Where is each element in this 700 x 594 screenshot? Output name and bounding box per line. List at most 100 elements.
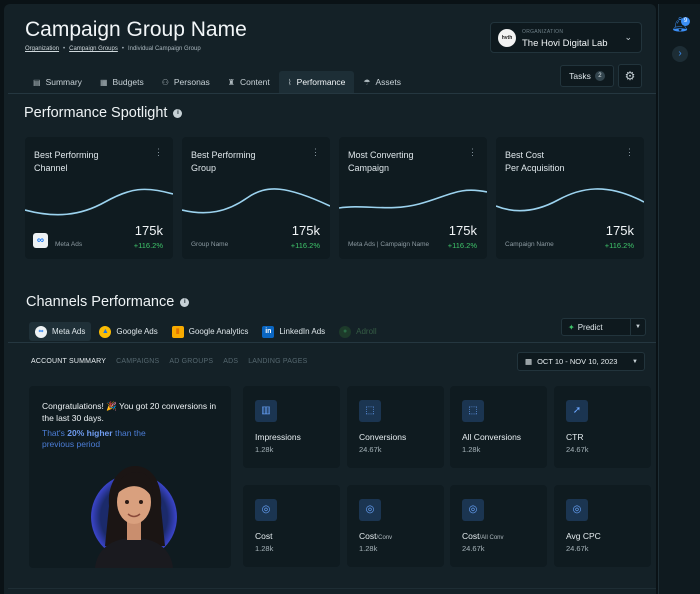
card-subtitle: Meta Ads | Campaign Name [348, 241, 430, 248]
sparkle-icon: ✦ [568, 322, 575, 332]
stat-card-avg-cpc[interactable]: ◎ Avg CPC 24.67k [554, 485, 651, 567]
spotlight-card-campaign[interactable]: Most Converting Campaign ⋮ Meta Ads | Cam… [339, 137, 487, 259]
conversion-icon: ⬚ [462, 400, 484, 422]
channels-title: Channels Performance i [26, 294, 190, 310]
breadcrumb-campaign-groups[interactable]: Campaign Groups [69, 46, 118, 52]
more-icon[interactable]: ⋮ [154, 147, 163, 157]
google-analytics-icon: ▮ [171, 325, 184, 338]
stat-card-impressions[interactable]: ▥ Impressions 1.28k [243, 386, 340, 468]
trend-sparkline [25, 188, 173, 216]
spotlight-title: Performance Spotlight i [24, 105, 183, 121]
card-value: 175k [448, 223, 477, 238]
stat-card-all-conversions[interactable]: ⬚ All Conversions 1.28k [450, 386, 547, 468]
channel-tab-google-analytics[interactable]: ▮ Google Analytics [166, 322, 255, 341]
subtab-account-summary[interactable]: ACCOUNT SUMMARY [31, 358, 107, 365]
spotlight-card-channel[interactable]: Best Performing Channel ⋮ ∞ Meta Ads 175k… [25, 137, 173, 259]
google-ads-icon: ▲ [99, 325, 112, 338]
org-name: The Hovi Digital Lab [522, 38, 608, 49]
cursor-icon: ➚ [566, 400, 588, 422]
tasks-button[interactable]: Tasks 2 [560, 65, 614, 87]
breadcrumb-organization[interactable]: Organization [25, 46, 60, 52]
personas-icon: ⚇ [161, 77, 169, 87]
tasks-count-badge: 2 [594, 71, 605, 81]
congrats-highlight: That's 20% higher than the previous peri… [42, 428, 146, 449]
stat-card-cost-per-conv[interactable]: ◎ Cost/Conv 1.28k [347, 485, 444, 567]
org-logo: hvth [498, 29, 516, 47]
calendar-icon: ▦ [525, 357, 533, 366]
subtab-landing-pages[interactable]: LANDING PAGES [248, 358, 308, 365]
avatar [95, 466, 173, 568]
trend-sparkline [182, 188, 330, 214]
divider [8, 588, 656, 589]
performance-icon: ⌇ [287, 77, 292, 87]
channel-tab-google-ads[interactable]: ▲ Google Ads [93, 322, 163, 341]
notification-badge: 9 [681, 17, 690, 26]
date-range-picker[interactable]: ▦ OCT 10 - NOV 10, 2023 ▼ [517, 352, 645, 371]
tab-budgets[interactable]: ▦ Budgets [99, 77, 144, 87]
main-panel: Campaign Group Name Organization • Campa… [4, 4, 656, 594]
info-icon[interactable]: i [173, 108, 183, 118]
card-change: +116.2% [133, 241, 163, 250]
card-value: 175k [605, 223, 634, 238]
tab-personas[interactable]: ⚇ Personas [161, 77, 210, 87]
chevron-right-icon[interactable]: › [672, 46, 688, 62]
divider [8, 93, 656, 94]
tab-content[interactable]: ♜ Content [227, 77, 270, 87]
org-caption: ORGANIZATION [522, 29, 564, 35]
channel-tab-linkedin-ads[interactable]: in LinkedIn Ads [256, 322, 331, 341]
organization-switcher[interactable]: hvth ORGANIZATION The Hovi Digital Lab ⌄ [490, 22, 642, 53]
subtab-ads[interactable]: ADS [223, 358, 239, 365]
trend-sparkline [339, 189, 487, 209]
tab-assets[interactable]: ☂ Assets [363, 77, 402, 87]
breadcrumb: Organization • Campaign Groups • Individ… [25, 46, 201, 52]
stat-card-ctr[interactable]: ➚ CTR 24.67k [554, 386, 651, 468]
adroll-icon: ● [339, 325, 352, 338]
tab-bar: ▤ Summary ▦ Budgets ⚇ Personas ♜ Content ⌇ Pe… [24, 71, 410, 93]
assets-icon: ☂ [363, 77, 371, 87]
congrats-message: Congratulations! 🎉 You got 20 conversion… [42, 401, 217, 423]
info-icon[interactable]: i [180, 297, 190, 307]
spotlight-card-cpa[interactable]: Best Cost Per Acquisition ⋮ Campaign Name… [496, 137, 644, 259]
congrats-card: Congratulations! 🎉 You got 20 conversion… [29, 386, 231, 568]
card-change: +116.2% [604, 241, 634, 250]
right-rail: 🔔︎ 9 › [658, 4, 700, 594]
summary-icon: ▤ [33, 77, 41, 87]
channel-tabs: ∞ Meta Ads ▲ Google Ads ▮ Google Analytics … [29, 322, 383, 341]
bar-chart-icon: ▥ [255, 400, 277, 422]
channel-tab-meta-ads[interactable]: ∞ Meta Ads [29, 322, 92, 341]
linkedin-icon: in [262, 325, 275, 338]
content-icon: ♜ [227, 77, 235, 87]
tab-performance[interactable]: ⌇ Performance [278, 71, 355, 93]
gear-icon[interactable]: ⚙ [618, 64, 642, 88]
meta-logo-icon: ∞ [35, 325, 47, 338]
trend-sparkline [496, 188, 644, 212]
more-icon[interactable]: ⋮ [311, 147, 320, 157]
tab-summary[interactable]: ▤ Summary [33, 77, 82, 87]
coins-icon: ◎ [462, 499, 484, 521]
card-change: +116.2% [290, 241, 320, 250]
page-title: Campaign Group Name [25, 18, 247, 41]
breadcrumb-current: Individual Campaign Group [127, 46, 201, 52]
spotlight-card-group[interactable]: Best Performing Group ⋮ Group Name 175k +… [182, 137, 330, 259]
more-icon[interactable]: ⋮ [625, 147, 634, 157]
stat-card-conversions[interactable]: ⬚ Conversions 24.67k [347, 386, 444, 468]
budget-icon: ▦ [99, 77, 108, 87]
card-value: 175k [134, 223, 163, 238]
card-value: 175k [291, 223, 320, 238]
chevron-down-icon[interactable]: ▼ [630, 319, 645, 335]
chevron-down-icon: ▼ [632, 358, 638, 365]
card-subtitle: Group Name [191, 241, 229, 248]
coins-icon: ◎ [359, 499, 381, 521]
card-change: +116.2% [447, 241, 477, 250]
predict-button[interactable]: ✦ Predict ▼ [561, 318, 646, 336]
stat-card-cost[interactable]: ◎ Cost 1.28k [243, 485, 340, 567]
channel-tab-adroll[interactable]: ● Adroll [333, 322, 382, 341]
stat-card-cost-per-all-conv[interactable]: ◎ Cost/All Conv 24.67k [450, 485, 547, 567]
subtab-campaigns[interactable]: CAMPAIGNS [116, 358, 160, 365]
sub-tabs: ACCOUNT SUMMARY CAMPAIGNS AD GROUPS ADS … [31, 358, 307, 365]
conversion-icon: ⬚ [359, 400, 381, 422]
coins-icon: ◎ [255, 499, 277, 521]
more-icon[interactable]: ⋮ [468, 147, 477, 157]
card-subtitle: Campaign Name [505, 241, 554, 248]
subtab-ad-groups[interactable]: AD GROUPS [169, 358, 214, 365]
